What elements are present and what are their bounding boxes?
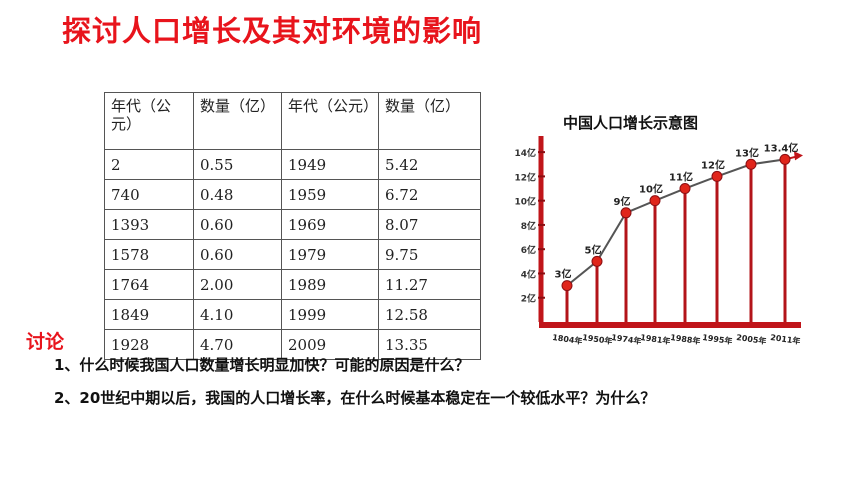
table-cell: 2.00 [193, 269, 282, 300]
table-cell: 12.58 [378, 299, 481, 330]
data-label: 13亿 [735, 146, 759, 159]
x-tick-label: 2011年 [770, 332, 801, 346]
table-cell: 0.60 [193, 239, 282, 270]
table-cell: 1979 [281, 239, 379, 270]
data-point [745, 158, 757, 170]
y-tick-label: 4亿 [521, 268, 536, 280]
table-cell: 13.35 [378, 329, 481, 360]
y-tick-label: 10亿 [514, 196, 536, 208]
table-cell: 1959 [281, 179, 379, 210]
data-point [649, 195, 661, 207]
x-tick-label: 1804年 [552, 332, 583, 346]
data-point [591, 255, 603, 267]
table-cell: 1969 [281, 209, 379, 240]
table-row: 2 0.55 1949 5.42 [104, 149, 481, 180]
table-cell: 0.48 [193, 179, 282, 210]
table-cell: 740 [104, 179, 194, 210]
header-count-2: 数量（亿） [378, 92, 481, 150]
discussion-question-1: 1、什么时候我国人口数量增长明显加快？可能的原因是什么？ [54, 356, 470, 374]
table-row: 740 0.48 1959 6.72 [104, 179, 481, 210]
data-label: 5亿 [585, 243, 602, 256]
table-cell: 6.72 [378, 179, 481, 210]
table-cell: 1999 [281, 299, 379, 330]
population-chart: 中国人口增长示意图 2亿 4亿 6亿 8亿 10亿 12亿 14亿 3亿 5亿 9亿 10亿 11亿 12… [505, 110, 805, 350]
x-tick-label: 1995年 [702, 332, 733, 346]
table-row: 1764 2.00 1989 11.27 [104, 269, 481, 300]
data-label: 12亿 [701, 158, 725, 171]
data-label: 13.4亿 [764, 141, 799, 154]
discussion-label: 讨论 [26, 331, 65, 353]
population-chart-svg: 中国人口增长示意图 2亿 4亿 6亿 8亿 10亿 12亿 14亿 3亿 5亿 9亿 10亿 11亿 12… [514, 114, 803, 346]
table-cell: 1989 [281, 269, 379, 300]
table-cell: 11.27 [378, 269, 481, 300]
data-label: 3亿 [555, 268, 572, 281]
header-count-1: 数量（亿） [193, 92, 282, 150]
trend-arrow-head [794, 151, 803, 161]
table-row: 1578 0.60 1979 9.75 [104, 239, 481, 270]
series-line [566, 158, 786, 287]
population-table: 年代（公元） 数量（亿） 年代（公元） 数量（亿） 2 0.55 1949 5.… [104, 92, 481, 360]
x-tick-label: 1981年 [640, 332, 671, 346]
y-tick-label: 14亿 [514, 147, 536, 159]
header-year-1: 年代（公元） [104, 92, 194, 150]
header-year-2: 年代（公元） [281, 92, 379, 150]
table-cell: 1928 [104, 329, 194, 360]
x-axis [539, 322, 801, 328]
table-row: 1928 4.70 2009 13.35 [104, 329, 481, 360]
data-label: 9亿 [614, 195, 631, 208]
x-tick-label: 1974年 [611, 332, 642, 346]
table-cell: 0.60 [193, 209, 282, 240]
discussion-question-2: 2、20世纪中期以后，我国的人口增长率，在什么时候基本稳定在一个较低水平？为什么… [54, 389, 656, 407]
y-tick-label: 6亿 [521, 244, 536, 256]
table-cell: 4.70 [193, 329, 282, 360]
data-point [711, 170, 723, 182]
table-cell: 2 [104, 149, 194, 180]
x-tick-label: 1988年 [670, 332, 701, 346]
x-tick-label: 2005年 [736, 332, 767, 346]
y-tick-label: 8亿 [521, 220, 536, 232]
table-cell: 4.10 [193, 299, 282, 330]
page-title: 探讨人口增长及其对环境的影响 [62, 14, 483, 48]
data-point [561, 280, 573, 292]
table-cell: 1393 [104, 209, 194, 240]
data-point [679, 183, 691, 195]
table-cell: 0.55 [193, 149, 282, 180]
y-tick-label: 2亿 [521, 293, 536, 305]
table-cell: 5.42 [378, 149, 481, 180]
table-cell: 1764 [104, 269, 194, 300]
table-cell: 1949 [281, 149, 379, 180]
y-tick-label: 12亿 [514, 171, 536, 183]
data-label: 10亿 [639, 183, 663, 196]
table-cell: 8.07 [378, 209, 481, 240]
data-label: 11亿 [669, 171, 693, 184]
table-cell: 9.75 [378, 239, 481, 270]
table-cell: 1849 [104, 299, 194, 330]
x-tick-label: 1950年 [582, 332, 613, 346]
table-row: 1393 0.60 1969 8.07 [104, 209, 481, 240]
table-header-row: 年代（公元） 数量（亿） 年代（公元） 数量（亿） [104, 92, 481, 150]
data-point [779, 153, 791, 165]
table-row: 1849 4.10 1999 12.58 [104, 299, 481, 330]
table-cell: 1578 [104, 239, 194, 270]
chart-title: 中国人口增长示意图 [563, 114, 698, 132]
data-point [620, 207, 632, 219]
